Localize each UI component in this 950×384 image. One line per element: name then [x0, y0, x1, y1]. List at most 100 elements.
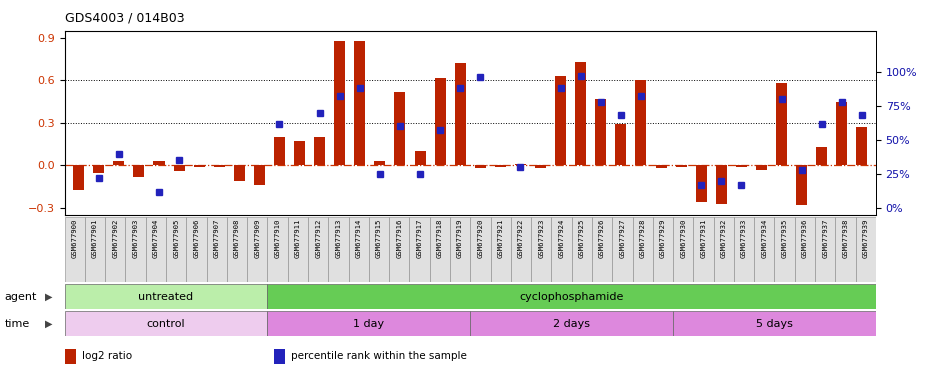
Text: GSM677934: GSM677934 — [761, 219, 768, 258]
Bar — [795, 217, 815, 282]
Bar — [166, 217, 186, 282]
Bar — [125, 217, 145, 282]
Text: GSM677919: GSM677919 — [457, 219, 463, 258]
Text: GSM677913: GSM677913 — [335, 219, 341, 258]
Text: GSM677917: GSM677917 — [416, 219, 423, 258]
Text: GSM677905: GSM677905 — [173, 219, 180, 258]
Bar — [227, 217, 247, 282]
Bar — [414, 151, 426, 166]
Bar — [247, 217, 268, 282]
Bar — [314, 137, 325, 166]
Text: GSM677910: GSM677910 — [275, 219, 280, 258]
Bar — [715, 166, 727, 204]
Text: time: time — [5, 318, 30, 329]
Bar — [434, 78, 446, 166]
Text: 2 days: 2 days — [553, 318, 590, 329]
Text: control: control — [146, 318, 185, 329]
Bar — [145, 217, 166, 282]
Text: agent: agent — [5, 291, 37, 302]
Bar — [495, 166, 506, 167]
Bar — [673, 311, 876, 336]
Bar — [234, 166, 245, 181]
Text: GSM677939: GSM677939 — [863, 219, 868, 258]
Text: GSM677902: GSM677902 — [112, 219, 119, 258]
Bar — [65, 284, 268, 309]
Bar — [65, 217, 85, 282]
Text: GSM677937: GSM677937 — [822, 219, 828, 258]
Text: GSM677921: GSM677921 — [498, 219, 504, 258]
Text: GSM677931: GSM677931 — [700, 219, 707, 258]
Bar — [73, 166, 85, 190]
Bar — [154, 161, 164, 166]
Bar — [694, 217, 713, 282]
Bar — [490, 217, 511, 282]
Bar — [65, 311, 268, 336]
Text: GSM677928: GSM677928 — [639, 219, 646, 258]
Bar — [194, 166, 204, 167]
Text: GSM677927: GSM677927 — [619, 219, 625, 258]
Bar — [254, 166, 265, 185]
Text: GSM677929: GSM677929 — [660, 219, 666, 258]
Text: ▶: ▶ — [45, 291, 52, 302]
Bar — [816, 147, 827, 166]
Text: GSM677932: GSM677932 — [721, 219, 727, 258]
Text: GSM677907: GSM677907 — [214, 219, 219, 258]
Text: GSM677933: GSM677933 — [741, 219, 747, 258]
Bar — [93, 166, 104, 172]
Text: GSM677936: GSM677936 — [802, 219, 808, 258]
Bar — [429, 217, 450, 282]
Bar — [85, 217, 105, 282]
Bar — [105, 217, 125, 282]
Bar — [736, 166, 747, 167]
Text: GSM677922: GSM677922 — [518, 219, 524, 258]
Text: GSM677911: GSM677911 — [294, 219, 301, 258]
Bar — [288, 217, 308, 282]
Bar — [274, 137, 285, 166]
Text: GSM677909: GSM677909 — [255, 219, 260, 258]
Bar — [329, 217, 349, 282]
Text: GSM677908: GSM677908 — [234, 219, 240, 258]
Bar — [113, 161, 124, 166]
Bar — [470, 311, 673, 336]
Bar — [656, 166, 667, 168]
Bar — [535, 166, 546, 168]
Bar — [394, 92, 406, 166]
Bar — [294, 141, 305, 166]
Bar — [515, 164, 526, 166]
Bar — [551, 217, 572, 282]
Bar — [653, 217, 674, 282]
Text: GSM677924: GSM677924 — [559, 219, 564, 258]
Bar — [616, 124, 626, 166]
Text: untreated: untreated — [139, 291, 194, 302]
Bar — [713, 217, 734, 282]
Bar — [450, 217, 470, 282]
Bar — [206, 217, 227, 282]
Bar — [174, 166, 184, 171]
Text: GSM677901: GSM677901 — [92, 219, 98, 258]
Bar — [734, 217, 754, 282]
Bar — [592, 217, 612, 282]
Bar — [636, 80, 646, 166]
Bar — [334, 41, 345, 166]
Bar — [674, 217, 694, 282]
Bar — [754, 217, 774, 282]
Bar — [856, 217, 876, 282]
Bar — [308, 217, 329, 282]
Bar — [756, 166, 767, 170]
Text: GSM677925: GSM677925 — [579, 219, 585, 258]
Bar — [774, 217, 795, 282]
Text: GSM677926: GSM677926 — [599, 219, 605, 258]
Text: GSM677918: GSM677918 — [437, 219, 443, 258]
Text: 1 day: 1 day — [353, 318, 385, 329]
Text: ▶: ▶ — [45, 318, 52, 329]
Bar — [186, 217, 206, 282]
Text: GSM677916: GSM677916 — [396, 219, 402, 258]
Bar — [369, 217, 390, 282]
Bar — [475, 166, 485, 168]
Bar — [470, 217, 490, 282]
Bar — [835, 217, 856, 282]
Text: cyclophosphamide: cyclophosphamide — [520, 291, 624, 302]
Bar — [695, 166, 707, 202]
Text: GSM677915: GSM677915 — [376, 219, 382, 258]
Bar — [575, 62, 586, 166]
